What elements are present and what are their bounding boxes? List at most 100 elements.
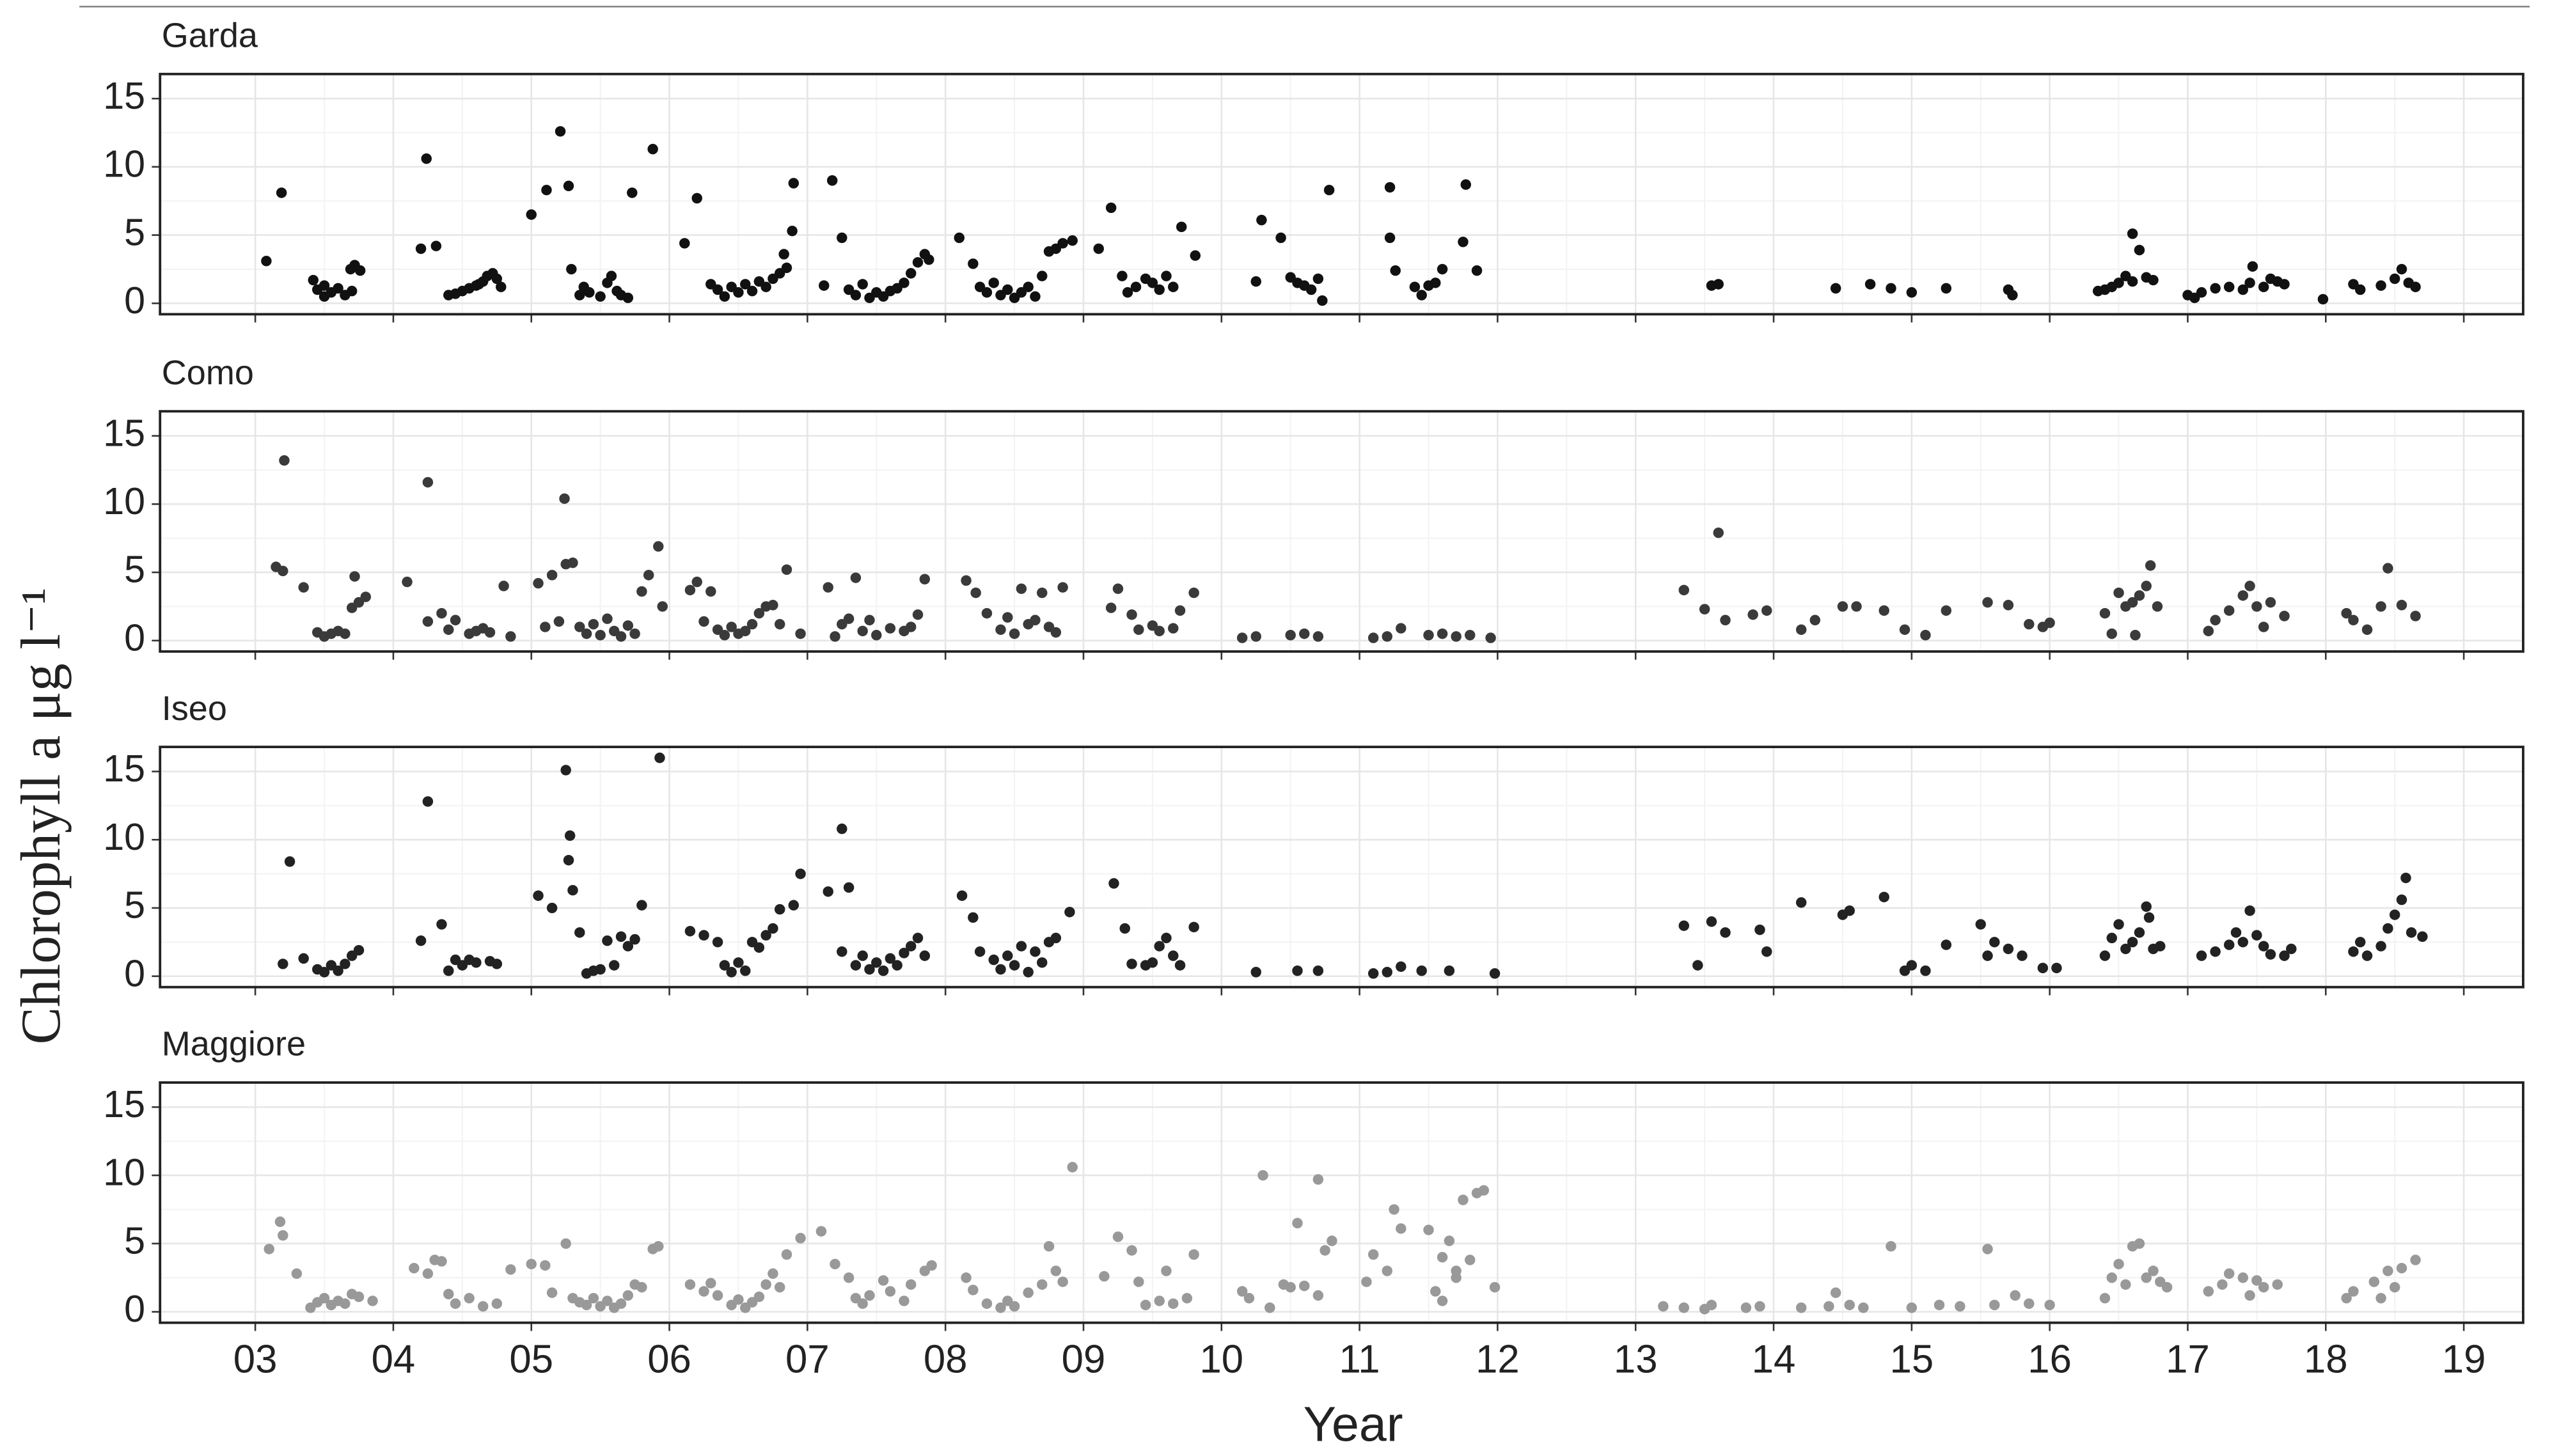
data-point xyxy=(974,946,986,957)
data-point xyxy=(1117,270,1128,281)
data-point xyxy=(2127,597,2138,608)
data-point xyxy=(1312,1290,1324,1301)
data-point xyxy=(2272,1279,2283,1290)
data-point xyxy=(2341,1292,2352,1304)
x-tick-label: 05 xyxy=(509,1338,553,1382)
data-point xyxy=(684,925,696,937)
data-point xyxy=(726,967,737,978)
data-point xyxy=(837,823,847,834)
data-point xyxy=(2389,273,2400,285)
y-tick-label: 10 xyxy=(103,1151,145,1194)
data-point xyxy=(1037,957,1048,968)
data-point xyxy=(878,965,889,976)
data-point xyxy=(1305,284,1317,295)
y-tick-label: 5 xyxy=(124,1219,145,1262)
data-point xyxy=(684,1279,696,1290)
x-tick-label: 11 xyxy=(1339,1338,1380,1382)
y-tick-label: 0 xyxy=(124,279,145,322)
data-point xyxy=(819,280,830,291)
data-point xyxy=(353,1291,365,1303)
data-point xyxy=(781,262,792,274)
data-point xyxy=(473,279,484,290)
data-point xyxy=(653,1241,664,1252)
data-point xyxy=(1002,612,1013,623)
data-point xyxy=(684,584,696,596)
data-point xyxy=(1851,601,1862,612)
data-point xyxy=(1740,1302,1752,1313)
data-point xyxy=(926,1260,937,1271)
data-point xyxy=(1188,587,1199,599)
data-point xyxy=(1396,961,1406,972)
data-point xyxy=(353,944,365,956)
data-point xyxy=(981,287,993,298)
data-point xyxy=(850,290,862,301)
data-point xyxy=(1858,1302,1869,1313)
data-point xyxy=(912,609,924,620)
x-tick-label: 03 xyxy=(233,1338,278,1382)
data-point xyxy=(1009,1301,1020,1312)
data-point xyxy=(740,965,751,976)
data-point xyxy=(760,930,771,941)
data-point xyxy=(705,586,716,597)
data-point xyxy=(2003,943,2014,955)
data-point xyxy=(279,455,290,466)
data-point xyxy=(2145,560,2156,571)
data-point xyxy=(2196,950,2207,961)
data-point xyxy=(2406,927,2417,938)
data-point xyxy=(1161,270,1172,281)
data-point xyxy=(602,613,613,624)
data-point xyxy=(2375,941,2386,951)
data-point xyxy=(450,1298,461,1309)
data-point xyxy=(2148,1265,2159,1276)
y-tick-label: 15 xyxy=(103,411,145,454)
data-point xyxy=(2010,1290,2021,1301)
x-tick-label: 14 xyxy=(1752,1338,1796,1382)
data-point xyxy=(1982,950,1993,961)
data-point xyxy=(308,274,319,286)
data-point xyxy=(1409,281,1421,292)
data-point xyxy=(1299,628,1310,639)
data-point xyxy=(774,1281,785,1293)
x-tick-label: 18 xyxy=(2304,1338,2348,1382)
data-point xyxy=(2044,617,2055,629)
data-point xyxy=(995,964,1006,975)
data-point xyxy=(1384,182,1396,193)
data-point xyxy=(560,1238,571,1249)
data-point xyxy=(892,960,902,971)
data-point xyxy=(1761,605,1772,616)
data-point xyxy=(2203,625,2214,637)
data-point xyxy=(402,576,413,588)
data-point xyxy=(733,287,744,298)
data-point xyxy=(1485,632,1496,643)
data-point xyxy=(1437,1251,1448,1263)
data-point xyxy=(2203,1286,2214,1297)
data-point xyxy=(1292,965,1303,976)
data-point xyxy=(496,281,507,292)
data-point xyxy=(2143,912,2155,923)
data-point xyxy=(1133,624,1144,635)
data-point xyxy=(871,957,882,968)
data-point xyxy=(1692,960,1703,971)
y-axis-title: Chlorophyll a μg l⁻¹ xyxy=(10,588,72,1045)
data-point xyxy=(559,493,570,505)
data-point xyxy=(919,950,931,961)
data-point xyxy=(826,175,838,186)
data-point xyxy=(1837,601,1848,612)
data-point xyxy=(2120,943,2131,955)
data-point xyxy=(422,796,434,807)
data-point xyxy=(2279,279,2290,290)
data-point xyxy=(1147,957,1158,968)
data-point xyxy=(2396,600,2407,611)
data-point xyxy=(615,931,627,942)
data-point xyxy=(988,954,999,966)
data-point xyxy=(1367,632,1379,643)
data-point xyxy=(2279,950,2290,961)
data-point xyxy=(1713,279,1724,290)
data-point xyxy=(2223,1268,2235,1279)
data-point xyxy=(753,1291,765,1303)
data-point xyxy=(298,953,309,964)
data-point xyxy=(733,1294,744,1305)
data-point xyxy=(622,620,634,631)
data-point xyxy=(622,941,634,951)
data-point xyxy=(491,1298,503,1309)
